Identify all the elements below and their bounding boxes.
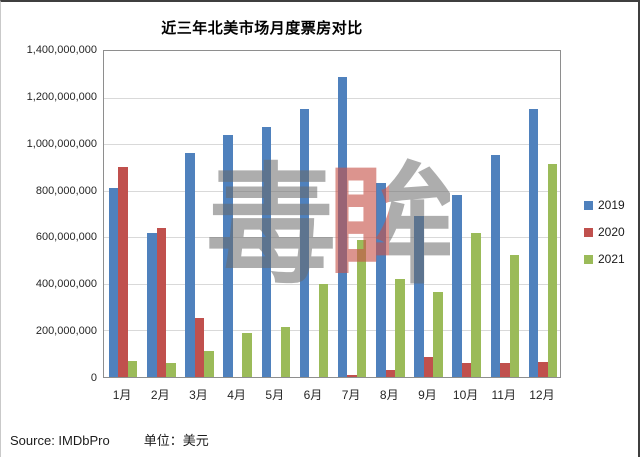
bar-2021-7月 <box>356 239 367 377</box>
y-tick-label: 1,000,000,000 <box>26 137 97 150</box>
bar-2019-6月 <box>299 109 310 377</box>
y-tick-label: 400,000,000 <box>35 278 97 291</box>
bar-2021-4月 <box>242 332 252 377</box>
bar-2019-11月 <box>490 154 500 377</box>
y-tick-label: 0 <box>90 372 97 384</box>
bar-2021-2月 <box>166 363 176 377</box>
bar-2020-8月 <box>385 370 395 377</box>
gridline <box>104 97 560 99</box>
x-tick-label: 10月 <box>452 388 479 402</box>
y-tick-label: 1,400,000,000 <box>26 44 97 56</box>
legend-label-2019: 2019 <box>598 198 625 212</box>
bar-2019-10月 <box>452 195 462 377</box>
bar-2021-11月 <box>509 254 519 377</box>
bar-2019-4月 <box>223 134 233 377</box>
x-tick-label: 11月 <box>491 388 516 402</box>
bar-2019-3月 <box>185 153 195 377</box>
bar-2020-10月 <box>461 363 472 377</box>
gridline <box>104 237 560 239</box>
y-tick-label: 800,000,000 <box>35 184 97 197</box>
gridline <box>104 190 560 192</box>
bar-2019-12月 <box>528 109 539 377</box>
x-tick-label: 2月 <box>150 388 170 402</box>
legend-swatch-2019 <box>584 200 593 210</box>
x-tick-label: 1月 <box>112 388 132 402</box>
footer: Source: IMDbPro 单位：美元 <box>10 430 209 449</box>
bar-2019-9月 <box>414 216 424 377</box>
legend-label-2020: 2020 <box>598 225 625 239</box>
unit-label: 单位：美元 <box>143 433 209 448</box>
bar-2021-6月 <box>318 283 329 377</box>
legend-label-2021: 2021 <box>598 252 625 266</box>
x-tick-label: 3月 <box>189 388 208 402</box>
legend-item-2020: 2020 <box>584 226 625 238</box>
y-tick-label: 600,000,000 <box>35 231 97 244</box>
gridline <box>104 330 560 332</box>
bar-2021-3月 <box>204 351 214 377</box>
x-tick-label: 8月 <box>379 388 399 402</box>
legend-swatch-2021 <box>584 254 593 264</box>
bar-2021-1月 <box>127 360 138 377</box>
x-tick-label: 9月 <box>418 388 437 402</box>
bar-2020-11月 <box>500 363 510 377</box>
bar-2019-1月 <box>108 188 119 377</box>
bar-2021-10月 <box>471 232 481 377</box>
bar-2021-8月 <box>395 279 405 377</box>
bar-2020-9月 <box>423 357 434 377</box>
bar-2020-7月 <box>347 374 357 377</box>
bar-2021-12月 <box>547 163 558 377</box>
bar-2021-9月 <box>433 292 443 377</box>
bar-2020-1月 <box>118 167 128 377</box>
chart-title: 近三年北美市场月度票房对比 <box>161 20 363 37</box>
bar-2021-5月 <box>280 326 290 377</box>
bar-2019-5月 <box>261 126 271 377</box>
y-tick-label: 200,000,000 <box>35 325 97 338</box>
gridline <box>104 283 560 285</box>
x-tick-label: 12月 <box>529 388 555 402</box>
x-tick-label: 4月 <box>227 388 246 402</box>
x-tick-label: 6月 <box>303 388 323 402</box>
legend-swatch-2020 <box>584 227 593 237</box>
bar-2019-7月 <box>337 76 348 377</box>
x-tick-label: 5月 <box>265 388 285 402</box>
legend-item-2021: 2021 <box>584 253 625 265</box>
gridline <box>104 144 560 146</box>
source-label: Source: IMDbPro <box>10 433 110 448</box>
y-tick-label: 1,200,000,000 <box>26 90 97 103</box>
plot-area <box>103 50 561 378</box>
legend-item-2019: 2019 <box>584 199 625 211</box>
bar-2020-12月 <box>538 361 548 377</box>
bar-2020-2月 <box>156 227 166 377</box>
bar-2019-2月 <box>147 232 157 377</box>
bar-2019-8月 <box>376 182 386 377</box>
bar-2020-3月 <box>194 317 205 377</box>
x-tick-label: 7月 <box>341 388 361 402</box>
